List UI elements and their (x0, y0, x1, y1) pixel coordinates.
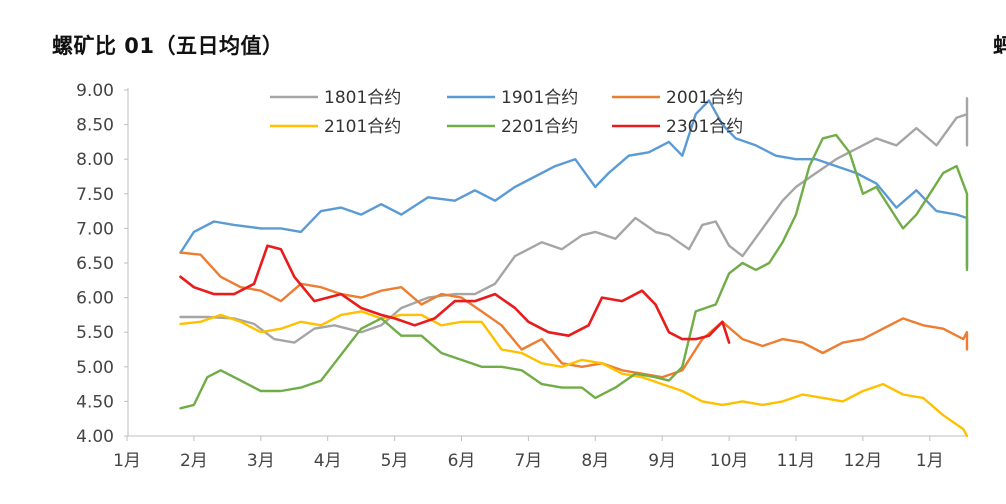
legend-label: 2001合约 (666, 88, 743, 108)
y-tick-label: 5.50 (76, 323, 114, 343)
y-tick-label: 8.50 (76, 116, 114, 136)
x-tick-label: 3月 (247, 451, 275, 471)
y-axis: 4.00 4.50 5.00 5.50 6.00 6.50 7.00 7.50 8.00 8.50… (76, 81, 129, 447)
legend-item: 2001合约 (612, 88, 743, 108)
y-tick-label: 4.50 (76, 392, 114, 412)
legend-label: 2301合约 (666, 117, 743, 137)
series-line-1801合约 (179, 97, 969, 344)
x-tick-label: 4月 (314, 451, 342, 471)
legend-label: 1801合约 (324, 88, 401, 108)
x-tick-label: 7月 (514, 451, 542, 471)
y-tick-label: 6.00 (76, 289, 114, 309)
legend: 1801合约 1901合约 2001合约 2101合约 2201合约 2301合约 (270, 88, 743, 137)
series-line-2301合约 (179, 244, 731, 344)
x-tick-label: 8月 (581, 451, 609, 471)
y-tick-label: 6.50 (76, 254, 114, 274)
x-tick-label: 9月 (648, 451, 676, 471)
clipped-next-chart-title: 蚂 (993, 34, 1006, 58)
legend-label: 2201合约 (501, 117, 578, 137)
series-line-2201合约 (179, 133, 969, 410)
legend-label: 1901合约 (501, 88, 578, 108)
legend-item: 2301合约 (612, 117, 743, 137)
x-tick-label: 11月 (777, 451, 816, 471)
x-tick-label: 1月 (916, 451, 944, 471)
x-tick-label: 2月 (180, 451, 208, 471)
legend-label: 2101合约 (324, 117, 401, 137)
legend-item: 2101合约 (270, 117, 401, 137)
y-tick-label: 8.00 (76, 150, 114, 170)
legend-item: 2201合约 (447, 117, 578, 137)
series-line-2101合约 (179, 310, 969, 438)
x-axis: 1月 2月 3月 4月 5月 6月 7月 8月 9月 10月 11月 12月 1月 (113, 435, 967, 471)
x-tick-label: 5月 (381, 451, 409, 471)
y-tick-label: 4.00 (76, 427, 114, 447)
y-tick-label: 5.00 (76, 358, 114, 378)
x-tick-label: 10月 (710, 451, 749, 471)
x-tick-label: 6月 (448, 451, 476, 471)
y-tick-label: 7.00 (76, 219, 114, 239)
y-tick-label: 9.00 (76, 81, 114, 101)
series-line-1901合约 (179, 99, 969, 268)
x-tick-label: 12月 (844, 451, 883, 471)
legend-item: 1801合约 (270, 88, 401, 108)
y-tick-label: 7.50 (76, 185, 114, 205)
x-tick-label: 1月 (113, 451, 141, 471)
chart-title: 螺矿比 01（五日均值） (52, 34, 284, 58)
series-lines (179, 97, 969, 438)
series-line-2001合约 (179, 251, 969, 379)
legend-item: 1901合约 (447, 88, 578, 108)
